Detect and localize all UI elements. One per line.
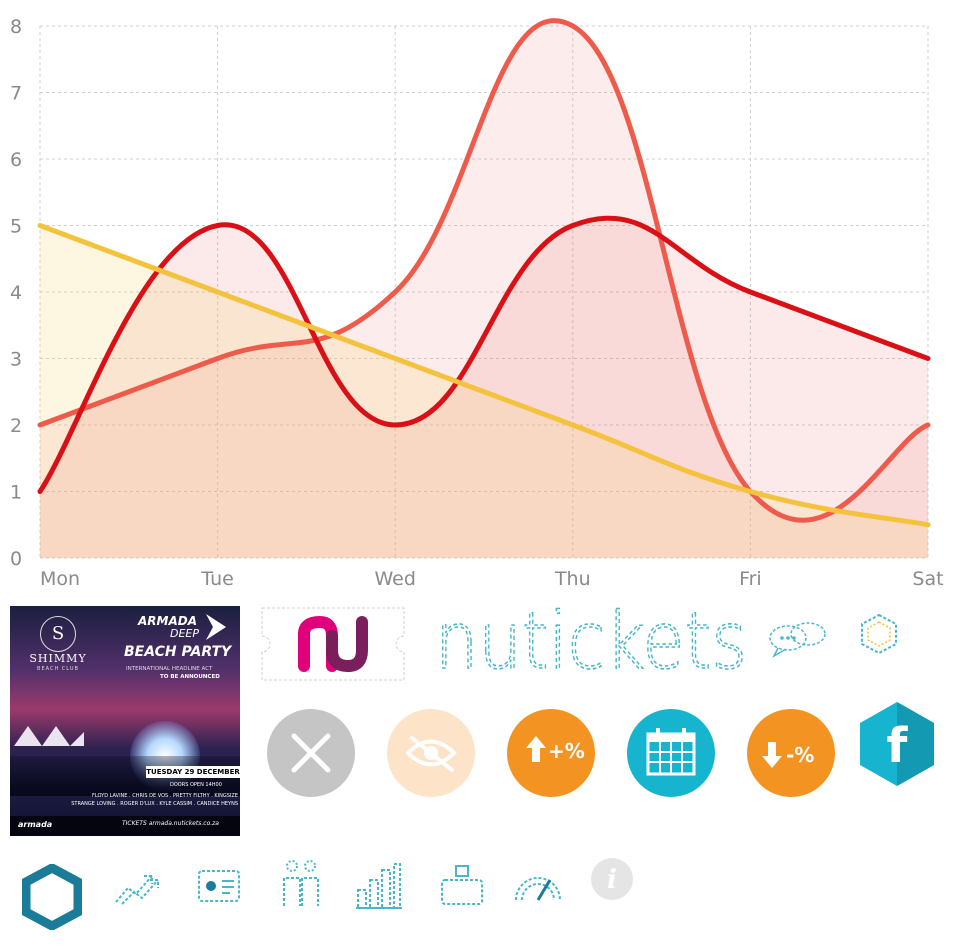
nutickets-wordmark: nutickets <box>435 602 748 682</box>
speedometer-icon[interactable] <box>512 864 564 904</box>
facebook-button[interactable]: f <box>858 700 936 788</box>
poster-lineup: FLOYD LAVINE . CHRIS DE VOS . PRETTY FIL… <box>18 792 238 808</box>
x-tick-label: Wed <box>374 568 415 590</box>
close-icon <box>291 733 331 773</box>
x-tick-label: Sat <box>912 568 943 590</box>
poster-brand: ARMADA <box>138 614 198 628</box>
poster-club-name: SHIMMY <box>29 652 87 665</box>
poster-tba: TO BE ANNOUNCED <box>160 674 220 680</box>
hexagon-outline-icon <box>861 613 897 655</box>
series-0-area <box>40 20 928 559</box>
poster-footer <box>10 816 240 836</box>
area-chart: 0 1 2 3 4 5 6 7 8 Mon Tue Wed Thu Fri Sat <box>10 16 944 590</box>
poster-club-sub: BEACH CLUB <box>37 666 79 672</box>
x-tick-label: Mon <box>40 568 80 590</box>
poster-brand-sub: DEEP <box>170 627 200 640</box>
poster-lineup-line-2: STRANGE LOVING . ROGER D'LUX . KYLE CASS… <box>71 801 238 807</box>
chat-bubbles-icon[interactable] <box>768 618 828 660</box>
facebook-icon: f <box>887 718 909 774</box>
eye-off-icon <box>405 736 457 772</box>
nu-ticket-logo <box>261 607 405 681</box>
x-axis-ticks: Mon Tue Wed Thu Fri Sat <box>40 568 944 590</box>
y-tick-label: 3 <box>10 349 22 371</box>
y-tick-label: 2 <box>10 415 22 437</box>
x-tick-label: Fri <box>739 568 762 590</box>
poster-lineup-line-1: FLOYD LAVINE . CHRIS DE VOS . PRETTY FIL… <box>92 793 238 799</box>
series-0-line <box>37 18 931 523</box>
poster-headline: INTERNATIONAL HEADLINE ACT <box>126 666 213 672</box>
decrease-percent-icon: -% <box>762 742 814 768</box>
poster-brand-mark <box>206 614 226 640</box>
poster-date: TUESDAY 29 DECEMBER <box>146 766 240 778</box>
people-icon[interactable] <box>278 858 324 910</box>
hide-button[interactable] <box>386 708 476 798</box>
scale-icon[interactable] <box>438 862 486 908</box>
series-lines <box>37 18 931 528</box>
y-tick-label: 0 <box>10 548 22 570</box>
y-tick-label: 7 <box>10 83 22 105</box>
decrease-percent-button[interactable]: -% <box>746 708 836 798</box>
series-1-area <box>40 218 928 558</box>
decrease-percent-label: -% <box>786 743 814 767</box>
info-icon: i <box>607 865 617 895</box>
y-tick-label: 1 <box>10 482 22 504</box>
calendar-icon <box>646 728 696 776</box>
y-tick-label: 6 <box>10 149 22 171</box>
nutickets-text: nutickets <box>435 602 747 682</box>
trend-up-icon[interactable] <box>112 866 168 906</box>
hexagon-icon[interactable] <box>22 864 82 930</box>
y-tick-label: 8 <box>10 16 22 38</box>
increase-percent-label: +% <box>548 739 585 763</box>
poster-footer-logo: armada <box>18 820 53 829</box>
series-1-line <box>37 215 931 494</box>
poster-tents <box>14 726 84 746</box>
poster-crest: S <box>40 616 76 652</box>
info-button[interactable]: i <box>590 857 634 901</box>
close-button[interactable] <box>266 708 356 798</box>
poster-title: BEACH PARTY <box>124 644 232 660</box>
y-axis-ticks: 0 1 2 3 4 5 6 7 8 <box>10 16 22 570</box>
series-2-line <box>37 223 931 528</box>
bar-chart-icon[interactable] <box>352 860 404 910</box>
poster-footer-tickets: TICKETS armada.nutickets.co.za <box>122 820 219 827</box>
x-tick-label: Tue <box>200 568 233 590</box>
y-tick-label: 5 <box>10 216 22 238</box>
series-areas <box>40 20 928 559</box>
calendar-button[interactable] <box>626 708 716 798</box>
id-card-icon[interactable] <box>196 868 242 904</box>
increase-percent-button[interactable]: +% <box>506 708 596 798</box>
poster-doors: DOORS OPEN 14H00 <box>170 782 222 788</box>
increase-percent-icon: +% <box>526 736 585 763</box>
y-tick-label: 4 <box>10 282 22 304</box>
event-poster[interactable]: S SHIMMY BEACH CLUB ARMADA DEEP BEACH PA… <box>10 606 240 836</box>
x-tick-label: Thu <box>554 568 591 590</box>
